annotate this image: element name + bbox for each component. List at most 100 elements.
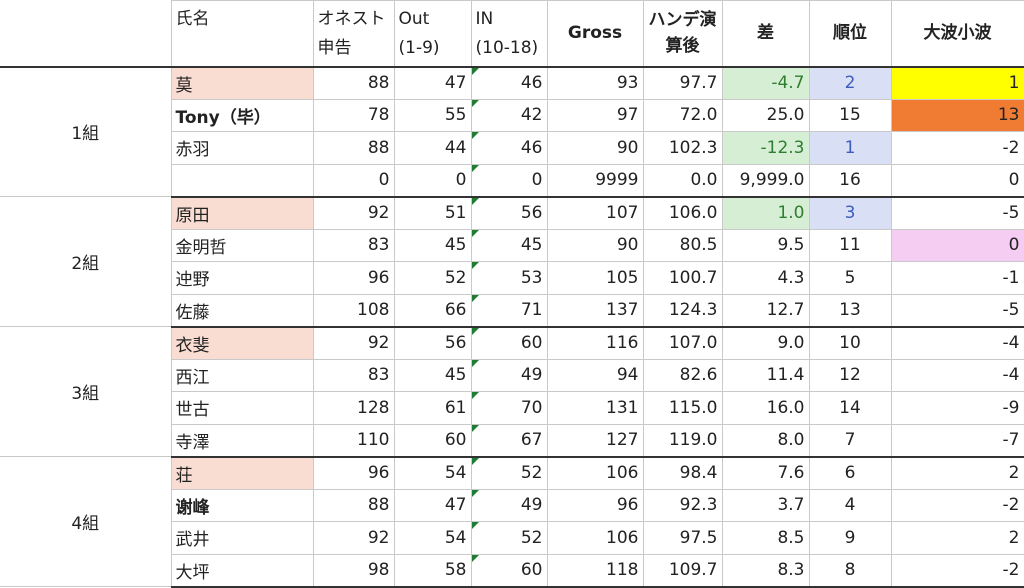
cell-out[interactable]: 61 [393, 391, 472, 425]
cell-honest[interactable]: 128 [312, 391, 395, 425]
cell-diff[interactable]: 8.5 [721, 521, 810, 555]
cell-name[interactable]: 世古 [170, 391, 314, 425]
cell-wave[interactable]: -9 [890, 391, 1024, 425]
header-name[interactable]: 氏名 [170, 0, 314, 67]
cell-diff[interactable]: 25.0 [721, 98, 810, 132]
cell-out[interactable]: 52 [393, 261, 472, 295]
cell-in[interactable]: 60 [470, 326, 548, 360]
cell-hdcp[interactable]: 97.5 [642, 521, 723, 555]
cell-hdcp[interactable]: 124.3 [642, 293, 723, 328]
cell-gross[interactable]: 90 [546, 228, 644, 262]
cell-diff[interactable]: 1.0 [721, 196, 810, 230]
cell-diff[interactable]: 9.0 [721, 326, 810, 360]
cell-out[interactable]: 54 [393, 456, 472, 490]
cell-gross[interactable]: 97 [546, 98, 644, 132]
cell-gross[interactable]: 9999 [546, 163, 644, 198]
header-honest[interactable]: オネスト 申告 [312, 0, 395, 67]
cell-name[interactable]: 原田 [170, 196, 314, 230]
cell-honest[interactable]: 98 [312, 553, 395, 588]
cell-hdcp[interactable]: 97.7 [642, 66, 723, 100]
cell-wave[interactable]: -1 [890, 261, 1024, 295]
cell-honest[interactable]: 78 [312, 98, 395, 132]
cell-hdcp[interactable]: 109.7 [642, 553, 723, 588]
cell-rank[interactable]: 15 [808, 98, 892, 132]
cell-wave[interactable]: 0 [890, 163, 1024, 198]
cell-hdcp[interactable]: 100.7 [642, 261, 723, 295]
cell-out[interactable]: 47 [393, 66, 472, 100]
cell-honest[interactable]: 88 [312, 66, 395, 100]
cell-hdcp[interactable]: 119.0 [642, 423, 723, 458]
cell-rank[interactable]: 4 [808, 488, 892, 522]
cell-rank[interactable]: 6 [808, 456, 892, 490]
cell-gross[interactable]: 137 [546, 293, 644, 328]
cell-wave[interactable]: -2 [890, 131, 1024, 165]
cell-in[interactable]: 67 [470, 423, 548, 458]
group-label-cell[interactable]: 2組 [0, 196, 172, 327]
cell-name[interactable]: 佐藤 [170, 293, 314, 328]
cell-gross[interactable]: 131 [546, 391, 644, 425]
header-rank[interactable]: 順位 [808, 0, 892, 67]
cell-wave[interactable]: 0 [890, 228, 1024, 262]
cell-gross[interactable]: 107 [546, 196, 644, 230]
group-label-cell[interactable]: 1組 [0, 66, 172, 197]
cell-honest[interactable]: 96 [312, 456, 395, 490]
cell-wave[interactable]: -5 [890, 196, 1024, 230]
cell-in[interactable]: 53 [470, 261, 548, 295]
cell-name[interactable]: 西江 [170, 358, 314, 392]
cell-honest[interactable]: 110 [312, 423, 395, 458]
cell-name[interactable]: 莫 [170, 66, 314, 100]
header-out[interactable]: Out (1-9) [393, 0, 472, 67]
header-gross[interactable]: Gross [546, 0, 644, 67]
cell-gross[interactable]: 116 [546, 326, 644, 360]
cell-rank[interactable]: 3 [808, 196, 892, 230]
cell-diff[interactable]: 9.5 [721, 228, 810, 262]
cell-out[interactable]: 45 [393, 228, 472, 262]
cell-honest[interactable]: 92 [312, 326, 395, 360]
cell-name[interactable]: 迚野 [170, 261, 314, 295]
cell-hdcp[interactable]: 72.0 [642, 98, 723, 132]
cell-hdcp[interactable]: 80.5 [642, 228, 723, 262]
cell-honest[interactable]: 92 [312, 196, 395, 230]
cell-gross[interactable]: 96 [546, 488, 644, 522]
cell-rank[interactable]: 10 [808, 326, 892, 360]
cell-name[interactable]: 武井 [170, 521, 314, 555]
cell-name[interactable]: Tony（毕） [170, 98, 314, 132]
cell-out[interactable]: 60 [393, 423, 472, 458]
cell-in[interactable]: 49 [470, 358, 548, 392]
cell-gross[interactable]: 90 [546, 131, 644, 165]
cell-hdcp[interactable]: 92.3 [642, 488, 723, 522]
cell-diff[interactable]: -12.3 [721, 131, 810, 165]
cell-name[interactable]: 大坪 [170, 553, 314, 588]
cell-gross[interactable]: 94 [546, 358, 644, 392]
group-label-cell[interactable]: 4組 [0, 456, 172, 587]
cell-in[interactable]: 46 [470, 131, 548, 165]
cell-diff[interactable]: 3.7 [721, 488, 810, 522]
cell-diff[interactable]: 8.0 [721, 423, 810, 458]
cell-hdcp[interactable]: 106.0 [642, 196, 723, 230]
cell-gross[interactable]: 106 [546, 521, 644, 555]
cell-rank[interactable]: 13 [808, 293, 892, 328]
cell-out[interactable]: 66 [393, 293, 472, 328]
cell-honest[interactable]: 88 [312, 131, 395, 165]
cell-hdcp[interactable]: 107.0 [642, 326, 723, 360]
cell-honest[interactable]: 96 [312, 261, 395, 295]
cell-hdcp[interactable]: 115.0 [642, 391, 723, 425]
cell-rank[interactable]: 12 [808, 358, 892, 392]
cell-out[interactable]: 45 [393, 358, 472, 392]
cell-in[interactable]: 71 [470, 293, 548, 328]
cell-rank[interactable]: 2 [808, 66, 892, 100]
cell-rank[interactable]: 1 [808, 131, 892, 165]
header-in[interactable]: IN (10-18) [470, 0, 548, 67]
cell-out[interactable]: 47 [393, 488, 472, 522]
header-blank[interactable] [0, 0, 172, 67]
header-wave[interactable]: 大波小波 [890, 0, 1024, 67]
cell-diff[interactable]: 9,999.0 [721, 163, 810, 198]
cell-rank[interactable]: 7 [808, 423, 892, 458]
cell-gross[interactable]: 93 [546, 66, 644, 100]
cell-gross[interactable]: 118 [546, 553, 644, 588]
cell-rank[interactable]: 11 [808, 228, 892, 262]
cell-rank[interactable]: 14 [808, 391, 892, 425]
cell-hdcp[interactable]: 98.4 [642, 456, 723, 490]
cell-diff[interactable]: -4.7 [721, 66, 810, 100]
cell-in[interactable]: 46 [470, 66, 548, 100]
